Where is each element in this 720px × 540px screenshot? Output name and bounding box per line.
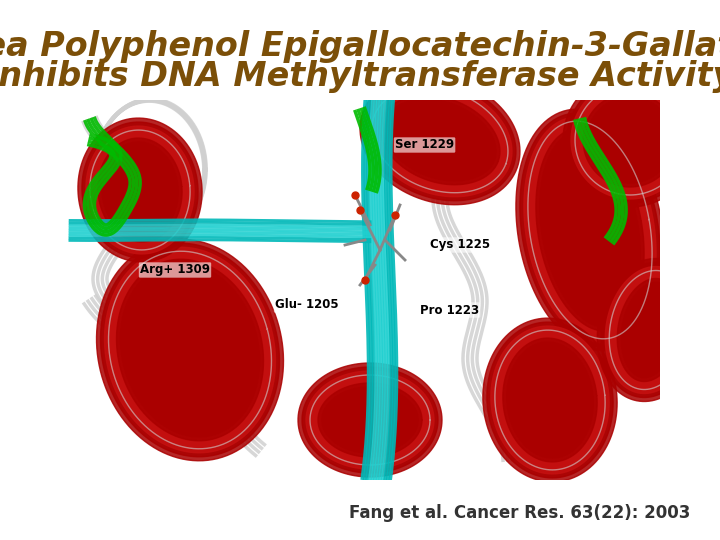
Polygon shape [380,95,500,185]
Polygon shape [314,379,426,461]
Polygon shape [86,126,194,254]
Polygon shape [368,83,512,197]
Polygon shape [90,130,190,250]
Polygon shape [571,81,689,199]
Polygon shape [96,239,284,461]
Polygon shape [621,282,679,377]
Polygon shape [109,251,271,449]
Polygon shape [483,318,617,482]
Polygon shape [306,371,434,469]
Polygon shape [98,138,182,242]
Polygon shape [384,99,496,181]
Polygon shape [318,383,422,457]
Polygon shape [104,247,276,453]
Text: Inhibits DNA Methyltransferase Activity: Inhibits DNA Methyltransferase Activity [0,60,720,93]
Polygon shape [117,259,264,441]
Polygon shape [302,367,438,473]
Polygon shape [532,125,648,335]
Polygon shape [587,97,673,183]
Polygon shape [579,89,681,191]
Polygon shape [617,279,683,381]
Text: Cys 1225: Cys 1225 [430,239,490,252]
Text: Glu- 1205: Glu- 1205 [275,299,338,312]
Polygon shape [503,338,597,462]
Polygon shape [540,133,640,327]
Text: Ser 1229: Ser 1229 [395,138,454,152]
Polygon shape [78,118,202,262]
Polygon shape [536,129,644,331]
Polygon shape [360,75,520,205]
Polygon shape [298,363,442,477]
Polygon shape [372,87,508,193]
Polygon shape [364,79,516,201]
Polygon shape [609,271,690,389]
Polygon shape [524,117,656,343]
Polygon shape [613,274,687,386]
Polygon shape [495,330,605,470]
Text: Tea Polyphenol Epigallocatechin-3-Gallate: Tea Polyphenol Epigallocatechin-3-Gallat… [0,30,720,63]
Polygon shape [516,109,664,351]
Polygon shape [310,375,430,465]
Text: Pro 1223: Pro 1223 [420,303,479,316]
Polygon shape [563,73,697,207]
Polygon shape [491,326,609,474]
Polygon shape [102,142,178,238]
Polygon shape [528,121,652,339]
Polygon shape [598,259,703,401]
Polygon shape [120,263,259,437]
Polygon shape [507,342,593,458]
Polygon shape [606,267,695,394]
Polygon shape [101,243,279,457]
Polygon shape [575,85,685,195]
Polygon shape [487,322,613,478]
Polygon shape [94,134,186,246]
Polygon shape [520,113,660,347]
Polygon shape [499,334,601,466]
Text: Arg+ 1309: Arg+ 1309 [140,264,210,276]
Polygon shape [601,262,698,397]
Polygon shape [112,255,268,445]
Polygon shape [376,91,504,189]
Text: Fang et al. Cancer Res. 63(22): 2003: Fang et al. Cancer Res. 63(22): 2003 [348,504,690,522]
Polygon shape [82,122,198,258]
Polygon shape [567,77,693,203]
Polygon shape [583,93,677,187]
Polygon shape [322,387,418,453]
